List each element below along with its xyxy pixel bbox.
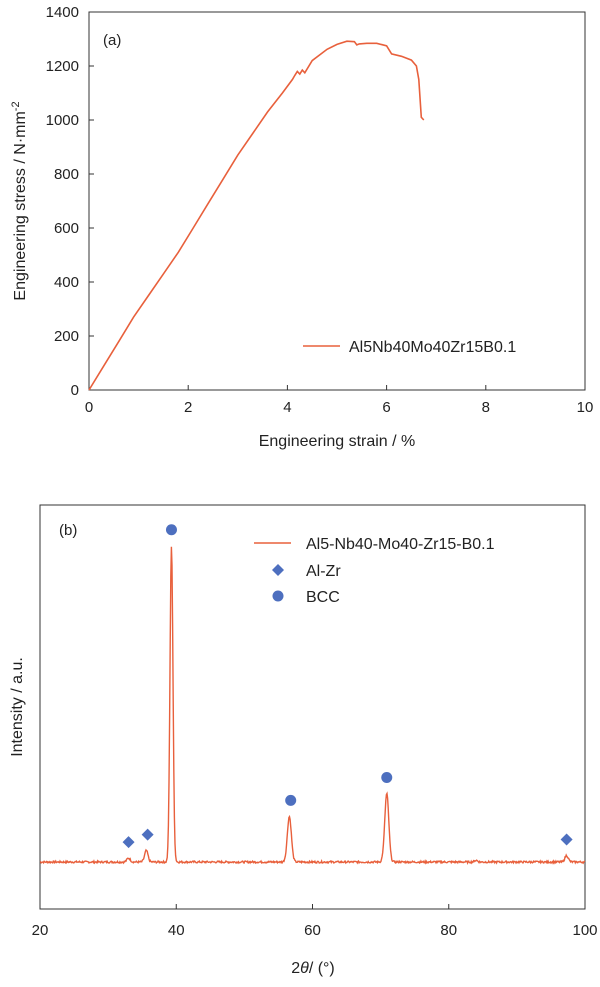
x-axis-title-b-prefix: 2 bbox=[291, 960, 300, 977]
x-axis-title-b-suffix: / (°) bbox=[309, 960, 335, 977]
phase-markers bbox=[122, 524, 573, 849]
y-tick-label-a: 400 bbox=[54, 274, 79, 291]
panel-b: (b) 20 40 60 80 100 2θ/ (°) Intensity / a.u.… bbox=[9, 504, 598, 977]
y-tick-label-a: 200 bbox=[54, 328, 79, 345]
bcc-marker bbox=[381, 772, 393, 784]
bcc-marker bbox=[165, 524, 177, 536]
alzr-marker bbox=[560, 833, 573, 846]
y-axis-title-b: Intensity / a.u. bbox=[9, 657, 26, 757]
x-tick-label-a: 10 bbox=[577, 399, 594, 416]
x-ticks-a: 0 2 4 6 8 10 bbox=[85, 385, 594, 416]
x-tick-label-b: 100 bbox=[572, 922, 597, 939]
y-tick-label-a: 800 bbox=[54, 166, 79, 183]
y-axis-title-a-sup: -2 bbox=[10, 101, 22, 111]
y-tick-label-a: 1200 bbox=[46, 58, 79, 75]
x-axis-title-b-theta: θ bbox=[300, 960, 309, 977]
stress-strain-curve bbox=[88, 40, 425, 391]
bcc-marker bbox=[285, 794, 297, 806]
x-tick-label-a: 2 bbox=[184, 399, 192, 416]
x-tick-label-a: 8 bbox=[482, 399, 490, 416]
legend-marker-bcc bbox=[272, 590, 284, 602]
alzr-marker bbox=[141, 828, 154, 841]
y-tick-label-a: 1000 bbox=[46, 112, 79, 129]
panel-label-b: (b) bbox=[59, 522, 77, 539]
panel-a: (a) 0 2 4 6 8 10 0 200 400 600 800 1000 1200 1400 En… bbox=[10, 4, 593, 450]
y-ticks-a: 0 200 400 600 800 1000 1200 1400 bbox=[46, 4, 94, 399]
legend-marker-alzr bbox=[272, 564, 284, 576]
y-axis-title-a: Engineering stress / N·mm-2 bbox=[10, 101, 29, 300]
y-tick-label-a: 1400 bbox=[46, 4, 79, 21]
x-axis-title-b: 2θ/ (°) bbox=[291, 960, 335, 977]
x-tick-label-b: 20 bbox=[32, 922, 49, 939]
xrd-pattern-curve bbox=[39, 546, 586, 865]
y-axis-title-a-main: Engineering stress / N·mm bbox=[12, 111, 29, 300]
legend-label-b-series: Al5-Nb40-Mo40-Zr15-B0.1 bbox=[306, 536, 495, 553]
x-tick-label-b: 80 bbox=[440, 922, 457, 939]
x-tick-label-a: 0 bbox=[85, 399, 93, 416]
legend-label-b-alzr: Al-Zr bbox=[306, 563, 341, 580]
x-tick-label-b: 40 bbox=[168, 922, 185, 939]
x-axis-title-a: Engineering strain / % bbox=[259, 433, 416, 450]
alzr-marker bbox=[122, 836, 135, 849]
x-tick-label-a: 4 bbox=[283, 399, 291, 416]
x-tick-label-a: 6 bbox=[382, 399, 390, 416]
legend-label-a: Al5Nb40Mo40Zr15B0.1 bbox=[349, 339, 516, 356]
x-tick-label-b: 60 bbox=[304, 922, 321, 939]
x-ticks-b: 20 40 60 80 100 bbox=[32, 904, 598, 939]
plot-frame-a bbox=[88, 11, 586, 391]
y-tick-label-a: 0 bbox=[71, 382, 79, 399]
legend-label-b-bcc: BCC bbox=[306, 589, 340, 606]
y-tick-label-a: 600 bbox=[54, 220, 79, 237]
panel-label-a: (a) bbox=[103, 32, 121, 49]
